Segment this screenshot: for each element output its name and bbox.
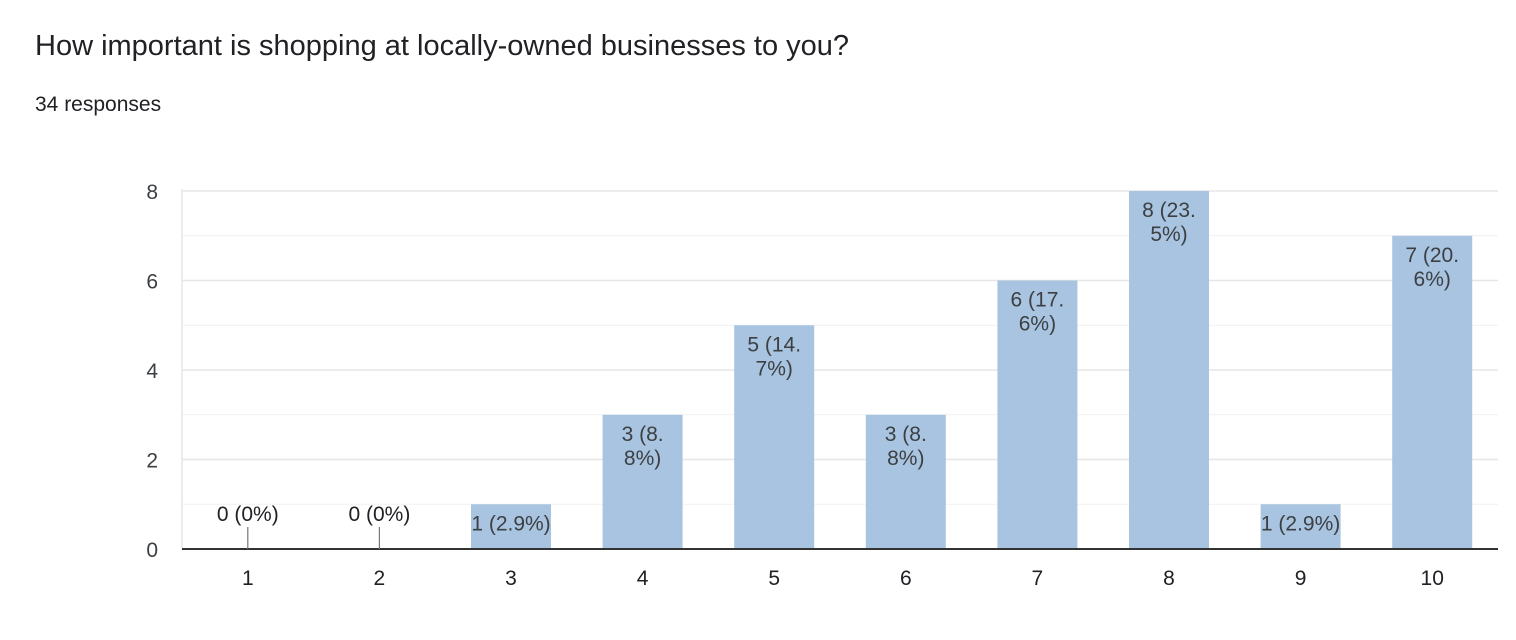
x-tick-label: 3 (505, 567, 517, 590)
data-label: 6%) (1414, 268, 1451, 291)
bar (602, 414, 683, 549)
y-tick-label: 8 (146, 181, 158, 204)
data-label: 3 (8. (622, 423, 664, 446)
y-tick-label: 6 (146, 271, 158, 294)
question-title: How important is shopping at locally-own… (35, 30, 850, 62)
x-tick-label: 7 (1032, 567, 1044, 590)
data-label: 7 (20. (1405, 244, 1459, 267)
x-tick-label: 4 (637, 567, 649, 590)
data-label: 8 (23. (1142, 199, 1196, 222)
data-label: 5 (14. (747, 333, 801, 356)
y-tick-label: 0 (146, 539, 158, 562)
y-tick-label: 4 (146, 360, 158, 383)
data-label: 1 (2.9%) (471, 512, 550, 535)
responses-count: 34 responses (35, 93, 162, 116)
bar (1260, 504, 1341, 549)
x-tick-label: 2 (374, 567, 386, 590)
y-tick-label: 2 (146, 450, 158, 473)
bar (1129, 191, 1209, 549)
bar (1392, 235, 1473, 549)
data-label: 6%) (1019, 313, 1056, 336)
data-label: 8%) (887, 447, 924, 470)
bars (471, 191, 1473, 549)
bar (734, 325, 815, 549)
data-label: 1 (2.9%) (1261, 512, 1340, 535)
x-tick-label: 6 (900, 567, 912, 590)
data-label: 0 (0%) (217, 503, 279, 526)
x-tick-label: 10 (1421, 567, 1444, 590)
x-tick-label: 5 (768, 567, 780, 590)
data-labels: 0 (0%) 0 (0%) 1 (2.9%)3 (8.8%)5 (14.7%)3 (… (217, 199, 1459, 549)
x-tick-label: 8 (1163, 567, 1175, 590)
x-tick-label: 1 (242, 567, 254, 590)
bar (865, 414, 946, 549)
data-label: 5%) (1150, 223, 1187, 246)
data-label: 3 (8. (885, 423, 927, 446)
data-label: 7%) (756, 357, 793, 380)
data-label: 6 (17. (1011, 289, 1065, 312)
bar (471, 504, 551, 549)
data-label: 8%) (624, 447, 661, 470)
data-label: 0 (0%) (348, 503, 410, 526)
gridlines (181, 189, 1498, 549)
axes: 0 2 4 6 8 1 2 3 4 5 6 7 8 9 10 (146, 181, 1498, 590)
bar (997, 280, 1078, 549)
x-tick-label: 9 (1295, 567, 1307, 590)
